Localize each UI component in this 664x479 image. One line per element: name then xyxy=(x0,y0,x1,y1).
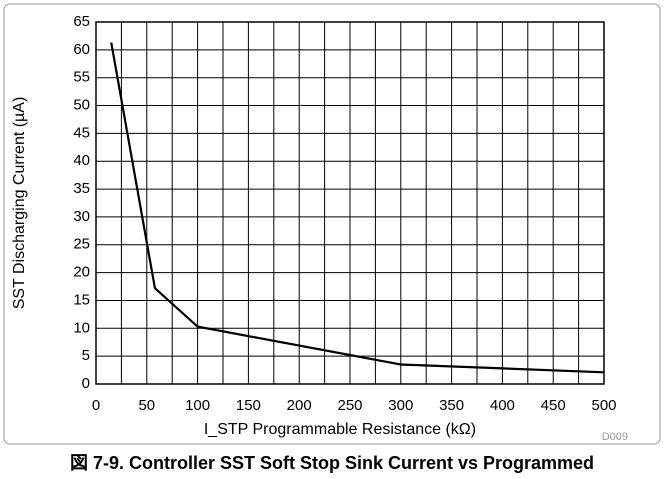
x-tick-label: 200 xyxy=(287,397,312,414)
y-tick-label: 50 xyxy=(73,97,90,114)
x-tick-label: 500 xyxy=(591,397,616,414)
x-tick-label: 350 xyxy=(439,397,464,414)
x-tick-label: 250 xyxy=(337,397,362,414)
x-tick-label: 0 xyxy=(92,397,100,414)
y-tick-label: 65 xyxy=(73,13,90,30)
y-tick-label: 30 xyxy=(73,208,90,225)
y-tick-label: 45 xyxy=(73,124,90,141)
y-tick-label: 0 xyxy=(82,375,90,392)
x-tick-label: 100 xyxy=(185,397,210,414)
y-tick-label: 5 xyxy=(82,347,90,364)
plot-border xyxy=(95,21,605,385)
y-tick-label: 15 xyxy=(73,291,90,308)
y-tick-label: 55 xyxy=(73,69,90,86)
x-tick-label: 300 xyxy=(388,397,413,414)
y-tick-label: 60 xyxy=(73,41,90,58)
x-axis-label: I_STP Programmable Resistance (kΩ) xyxy=(204,421,476,438)
caption: 図 7-9. Controller SST Soft Stop Sink Cur… xyxy=(70,453,594,473)
x-tick-label: 400 xyxy=(490,397,515,414)
y-tick-label: 35 xyxy=(73,180,90,197)
x-tick-label: 450 xyxy=(541,397,566,414)
data-line xyxy=(110,42,605,374)
y-axis-label: SST Discharging Current (µA) xyxy=(11,97,28,310)
y-tick-label: 20 xyxy=(73,264,90,281)
y-tick-label: 10 xyxy=(73,319,90,336)
x-tick-label: 150 xyxy=(236,397,261,414)
figure-code: D009 xyxy=(602,431,628,443)
y-tick-label: 25 xyxy=(73,236,90,253)
y-tick-label: 40 xyxy=(73,152,90,169)
x-tick-label: 50 xyxy=(138,397,155,414)
frame xyxy=(3,3,661,445)
